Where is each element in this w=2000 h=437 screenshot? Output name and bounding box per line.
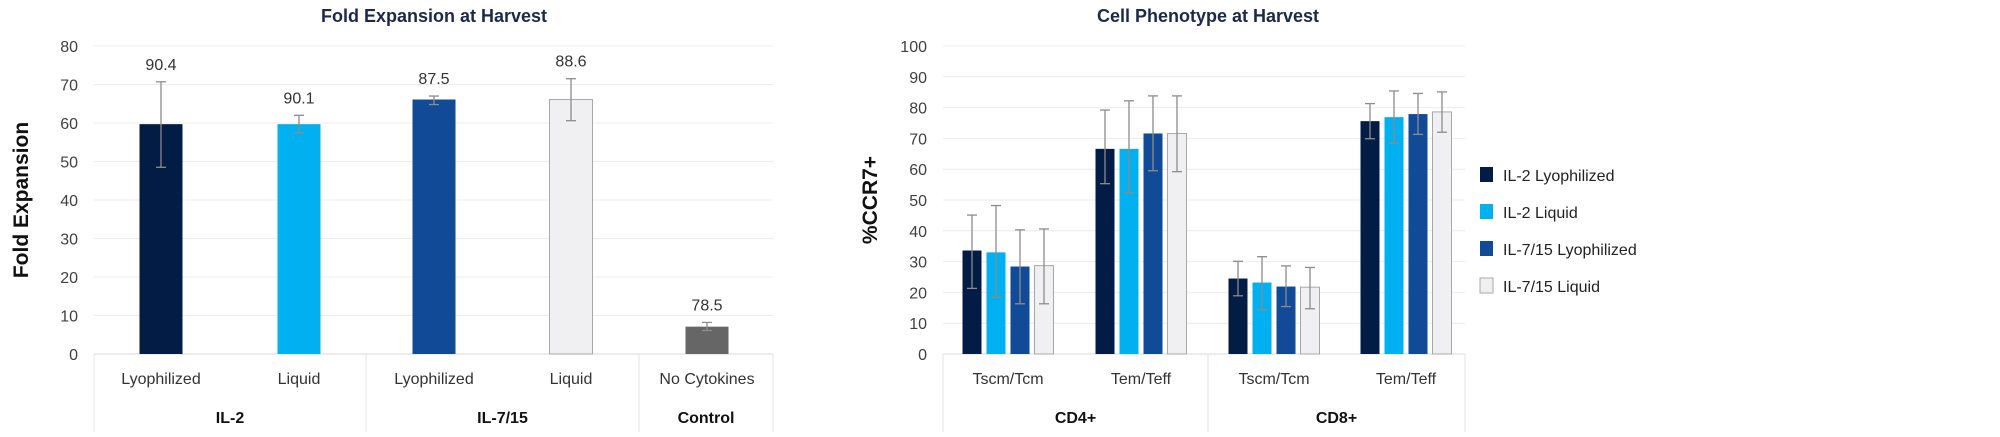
- y-tick-label: 80: [909, 101, 927, 118]
- ccr7-bar: [1360, 121, 1380, 354]
- y-axis-title: Fold Expansion: [10, 122, 33, 278]
- y-axis-title: %CCR7+: [859, 156, 882, 244]
- chart-title: Cell Phenotype at Harvest: [1097, 6, 1319, 26]
- ccr7-bar: [1010, 266, 1030, 354]
- legend-swatch: [1479, 277, 1494, 294]
- data-label: 90.4: [145, 57, 176, 74]
- chart-2: Cell Phenotype at Harvest %CCR7+ 0 10 20 30 40…: [859, 6, 1637, 432]
- y-tick-label: 70: [909, 131, 927, 148]
- legend-swatch: [1480, 241, 1493, 256]
- ccr7-bar: [1384, 117, 1404, 354]
- x-category-label: Tem/Teff: [1376, 371, 1437, 388]
- ccr7-bar: [962, 250, 982, 354]
- x-category-label: Tem/Teff: [1111, 371, 1172, 388]
- data-label: 90.1: [283, 90, 314, 107]
- x-group-label: IL-7/15: [477, 410, 528, 427]
- y-tick-label: 10: [909, 316, 927, 333]
- y-tick-label: 0: [69, 347, 78, 364]
- x-category-label: No Cytokines: [659, 371, 754, 388]
- y-tick-label: 50: [909, 193, 927, 210]
- x-group-label: CD4+: [1055, 410, 1096, 427]
- legend-label: IL-7/15 Liquid: [1503, 279, 1600, 296]
- fold-expansion-bar: [685, 326, 729, 354]
- y-tick-label: 30: [60, 232, 78, 249]
- ccr7-bar: [1432, 111, 1452, 355]
- data-label: 88.6: [555, 54, 586, 71]
- y-tick-label: 40: [909, 224, 927, 241]
- y-tick-label: 10: [60, 309, 78, 326]
- y-tick-label: 0: [918, 347, 927, 364]
- y-tick-label: 30: [909, 255, 927, 272]
- y-tick-label: 90: [909, 70, 927, 87]
- fold-expansion-bar: [412, 99, 456, 354]
- legend-swatch: [1480, 204, 1493, 219]
- legend-label: IL-2 Lyophilized: [1503, 168, 1614, 185]
- chart-1: Fold Expansion at Harvest Fold Expansion 0…: [10, 6, 774, 432]
- y-tick-label: 50: [60, 155, 78, 172]
- data-label: 87.5: [418, 71, 449, 88]
- x-group-label: CD8+: [1316, 410, 1357, 427]
- fold-expansion-bar: [549, 99, 593, 355]
- x-category-label: Lyophilized: [394, 371, 473, 388]
- ccr7-bar: [1143, 133, 1163, 354]
- x-category-label: Tscm/Tcm: [1238, 371, 1309, 388]
- ccr7-bar: [1408, 114, 1428, 355]
- y-tick-label: 60: [60, 116, 78, 133]
- data-label: 78.5: [691, 297, 722, 314]
- legend-swatch: [1480, 167, 1493, 182]
- x-category-label: Liquid: [278, 371, 321, 388]
- ccr7-bar: [1228, 278, 1248, 354]
- fold-expansion-bar: [277, 124, 321, 354]
- legend-label: IL-7/15 Lyophilized: [1503, 242, 1637, 259]
- y-tick-label: 20: [909, 285, 927, 302]
- ccr7-bar: [1119, 148, 1139, 354]
- chart-title: Fold Expansion at Harvest: [321, 6, 547, 26]
- x-group-label: IL-2: [216, 410, 245, 427]
- legend-label: IL-2 Liquid: [1503, 205, 1578, 222]
- y-tick-label: 80: [60, 39, 78, 56]
- ccr7-bar: [1252, 282, 1272, 354]
- y-tick-label: 40: [60, 193, 78, 210]
- x-category-label: Lyophilized: [121, 371, 200, 388]
- ccr7-bar: [1095, 148, 1115, 354]
- x-group-label: Control: [678, 410, 735, 427]
- x-category-label: Tscm/Tcm: [972, 371, 1043, 388]
- y-tick-label: 70: [60, 78, 78, 95]
- ccr7-bar: [1276, 286, 1296, 354]
- y-tick-label: 60: [909, 162, 927, 179]
- x-category-label: Liquid: [550, 371, 593, 388]
- ccr7-bar: [986, 252, 1006, 354]
- y-tick-label: 20: [60, 270, 78, 287]
- y-tick-label: 100: [900, 39, 927, 56]
